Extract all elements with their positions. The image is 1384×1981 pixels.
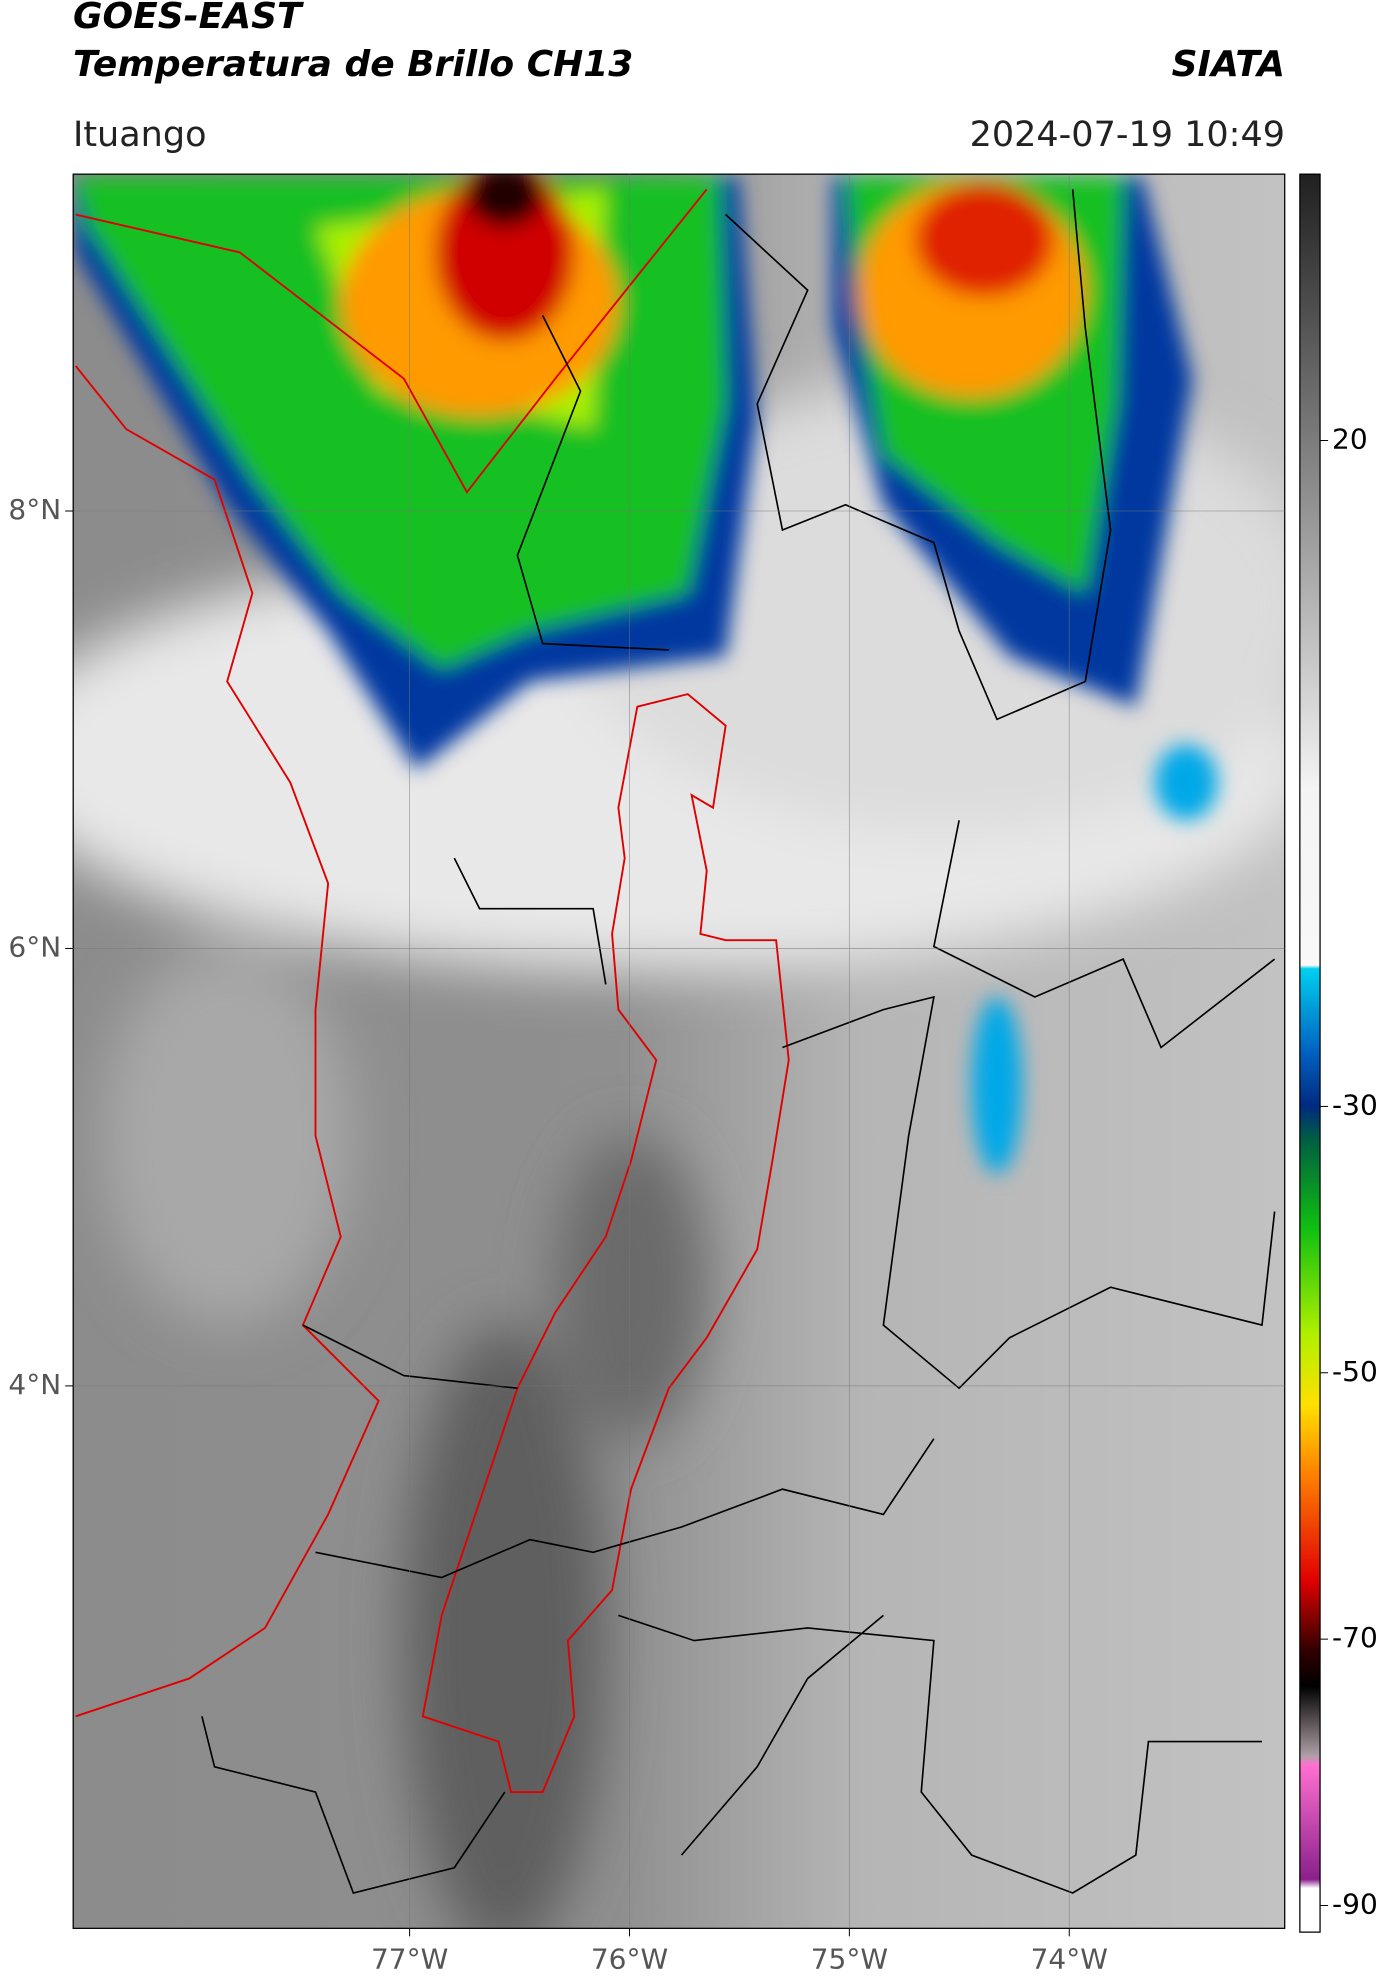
colorbar-tick-label: 20	[1332, 423, 1368, 456]
colorbar-tick-label: -90	[1332, 1887, 1378, 1920]
x-tick-label: 76°W	[591, 1942, 668, 1975]
source: SIATA	[1172, 44, 1285, 85]
title: GOES-EAST	[73, 0, 304, 37]
y-tick-label: 8°N	[8, 493, 61, 526]
region: Ituango	[73, 115, 207, 155]
x-tick-label: 75°W	[811, 1942, 888, 1975]
datetime: 2024-07-19 10:49	[970, 115, 1285, 155]
subtitle: Temperatura de Brillo CH13	[73, 44, 633, 85]
y-tick-label: 4°N	[8, 1368, 61, 1401]
x-tick-label: 77°W	[371, 1942, 448, 1975]
y-tick-label: 6°N	[8, 930, 61, 963]
colorbar-tick-label: -50	[1332, 1355, 1378, 1388]
map-imagery	[72, 173, 1321, 1933]
colorbar-tick-label: -30	[1332, 1088, 1378, 1121]
x-tick-label: 74°W	[1031, 1942, 1108, 1975]
colorbar-tick-label: -70	[1332, 1621, 1378, 1654]
